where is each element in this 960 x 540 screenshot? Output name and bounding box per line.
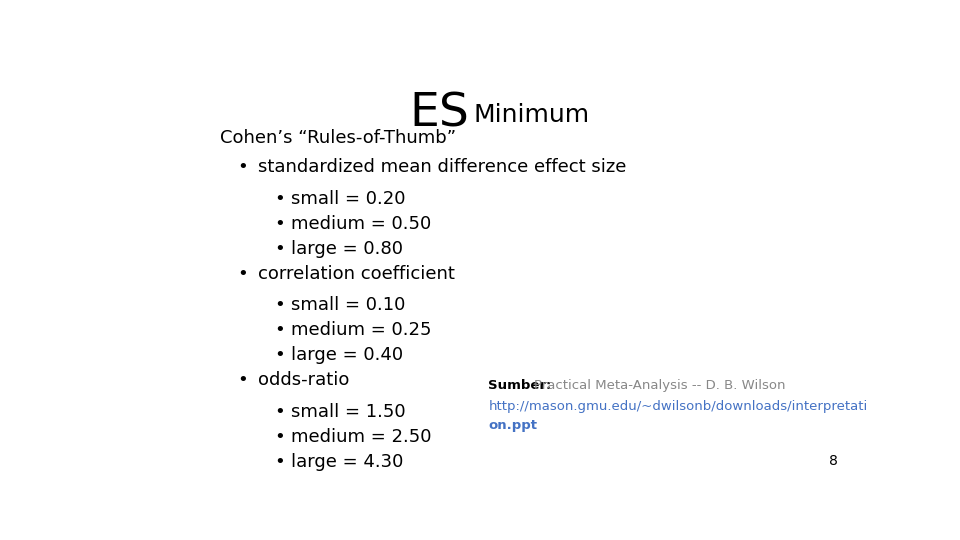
Text: medium = 0.25: medium = 0.25	[291, 321, 432, 339]
Text: •: •	[275, 296, 285, 314]
Text: Cohen’s “Rules-of-Thumb”: Cohen’s “Rules-of-Thumb”	[221, 129, 457, 147]
Text: medium = 2.50: medium = 2.50	[291, 428, 432, 446]
Text: •: •	[237, 265, 248, 283]
Text: on.ppt: on.ppt	[489, 419, 538, 432]
Text: •: •	[275, 215, 285, 233]
Text: •: •	[275, 403, 285, 421]
Text: •: •	[237, 158, 248, 177]
Text: large = 4.30: large = 4.30	[291, 453, 403, 471]
Text: standardized mean difference effect size: standardized mean difference effect size	[257, 158, 626, 177]
Text: •: •	[275, 321, 285, 339]
Text: ES: ES	[410, 92, 469, 137]
Text: large = 0.80: large = 0.80	[291, 240, 403, 258]
Text: Minimum: Minimum	[473, 103, 589, 127]
Text: odds-ratio: odds-ratio	[257, 371, 349, 389]
Text: •: •	[237, 371, 248, 389]
Text: •: •	[275, 428, 285, 446]
Text: Practical Meta-Analysis -- D. B. Wilson: Practical Meta-Analysis -- D. B. Wilson	[535, 379, 786, 392]
Text: small = 0.20: small = 0.20	[291, 190, 406, 208]
Text: •: •	[275, 240, 285, 258]
Text: 8: 8	[829, 454, 838, 468]
Text: •: •	[275, 346, 285, 364]
Text: •: •	[275, 190, 285, 208]
Text: medium = 0.50: medium = 0.50	[291, 215, 431, 233]
Text: small = 0.10: small = 0.10	[291, 296, 405, 314]
Text: •: •	[275, 453, 285, 471]
Text: correlation coefficient: correlation coefficient	[257, 265, 454, 283]
Text: Sumber:: Sumber:	[489, 379, 561, 392]
Text: small = 1.50: small = 1.50	[291, 403, 406, 421]
Text: large = 0.40: large = 0.40	[291, 346, 403, 364]
Text: http://mason.gmu.edu/~dwilsonb/downloads/interpretati: http://mason.gmu.edu/~dwilsonb/downloads…	[489, 400, 868, 413]
